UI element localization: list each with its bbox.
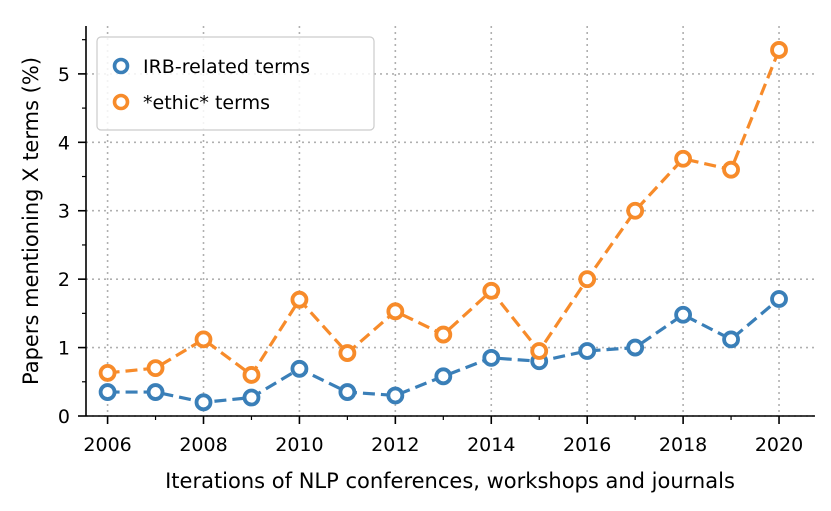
data-point <box>290 359 309 378</box>
x-tick-label: 2016 <box>563 434 611 456</box>
y-tick-label: 3 <box>58 201 70 223</box>
x-tick-label: 2008 <box>179 434 227 456</box>
data-point <box>674 149 693 168</box>
data-point <box>434 325 453 344</box>
data-point <box>530 342 549 360</box>
data-point <box>194 393 213 412</box>
data-point <box>578 342 597 360</box>
data-point <box>482 281 501 300</box>
data-point <box>674 305 693 324</box>
data-point <box>770 41 788 59</box>
y-tick-label: 4 <box>58 132 70 154</box>
data-point <box>242 366 261 384</box>
data-point <box>626 201 645 220</box>
y-tick-label: 0 <box>58 406 70 428</box>
data-point <box>194 330 213 349</box>
legend-label-ethic: *ethic* terms <box>143 92 270 114</box>
data-point <box>722 330 740 349</box>
data-point <box>722 160 740 179</box>
x-tick-label: 2014 <box>467 434 515 456</box>
data-point <box>386 386 405 405</box>
data-point <box>98 383 117 401</box>
x-tick-label: 2006 <box>83 434 131 456</box>
data-point <box>338 344 357 362</box>
data-point <box>578 270 597 289</box>
x-tick-label: 2018 <box>659 434 707 456</box>
y-tick-label: 2 <box>58 269 70 291</box>
data-point <box>242 388 261 407</box>
data-point <box>146 359 165 378</box>
ticks: 2006 2008 2010 2012 2014 2016 2018 2020 0 1 2 3 4 5 <box>58 39 803 456</box>
data-point <box>338 383 357 401</box>
legend-label-irb: IRB-related terms <box>143 56 310 78</box>
legend: IRB-related terms *ethic* terms <box>96 36 375 131</box>
y-axis-label: Papers mentioning X terms (%) <box>19 57 43 385</box>
series-layer <box>98 41 788 412</box>
axes <box>85 26 815 417</box>
data-point <box>98 363 117 382</box>
series-line-0 <box>107 297 781 404</box>
y-tick-label: 5 <box>58 64 70 86</box>
legend-marker-ethic <box>112 93 130 111</box>
data-point <box>482 348 501 367</box>
x-tick-label: 2012 <box>371 434 419 456</box>
data-point <box>386 302 405 321</box>
legend-box <box>96 36 375 131</box>
y-tick-label: 1 <box>58 338 70 360</box>
data-point <box>290 290 309 309</box>
x-axis-label: Iterations of NLP conferences, workshops… <box>165 469 735 493</box>
legend-marker-irb <box>112 57 130 75</box>
data-point <box>434 367 453 386</box>
x-tick-label: 2010 <box>275 434 323 456</box>
data-point <box>770 290 788 308</box>
x-tick-label: 2020 <box>755 434 803 456</box>
data-point <box>146 383 165 401</box>
data-point <box>626 338 645 357</box>
